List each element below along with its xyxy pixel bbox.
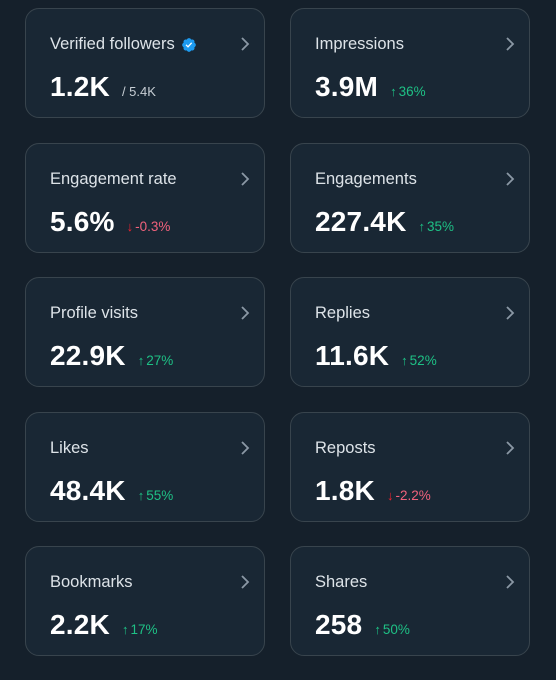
card-label: Verified followers [50, 35, 175, 53]
arrow-up-icon: ↑ [401, 353, 408, 368]
card-engagement-rate[interactable]: Engagement rate 5.6% ↓ -0.3% [25, 143, 265, 253]
metric-value: 1.8K [315, 475, 375, 506]
change-percent: 50% [382, 622, 410, 637]
card-shares[interactable]: Shares 258 ↑ 50% [290, 546, 530, 656]
card-label: Profile visits [50, 304, 139, 322]
card-label-wrap: Bookmarks [50, 573, 133, 592]
card-label: Bookmarks [50, 573, 133, 591]
change-indicator: ↑ 27% [138, 353, 174, 368]
card-label-wrap: Verified followers [50, 35, 197, 54]
card-label: Replies [315, 304, 371, 322]
change-indicator: ↑ 17% [122, 622, 158, 637]
change-percent: 55% [146, 488, 174, 503]
chevron-right-icon[interactable] [238, 573, 252, 591]
chevron-right-icon[interactable] [238, 35, 252, 53]
value-row: 22.9K ↑ 27% [50, 340, 173, 372]
card-label: Likes [50, 439, 89, 457]
change-indicator: ↓ -2.2% [387, 488, 431, 503]
card-label-wrap: Reposts [315, 439, 376, 458]
total-followers: / 5.4K [121, 84, 156, 99]
card-label-wrap: Likes [50, 439, 89, 458]
card-profile-visits[interactable]: Profile visits 22.9K ↑ 27% [25, 277, 265, 387]
card-label-wrap: Engagements [315, 170, 417, 189]
metric-value: 22.9K [50, 340, 126, 371]
chevron-right-icon[interactable] [503, 170, 517, 188]
card-reposts[interactable]: Reposts 1.8K ↓ -2.2% [290, 412, 530, 522]
change-indicator: ↑ 52% [401, 353, 437, 368]
change-indicator: ↑ 50% [374, 622, 410, 637]
change-percent: -2.2% [395, 488, 431, 503]
change-indicator: ↑ 35% [419, 219, 455, 234]
value-row: 227.4K ↑ 35% [315, 206, 454, 238]
arrow-up-icon: ↑ [374, 622, 381, 637]
card-label-wrap: Impressions [315, 35, 404, 54]
card-verified-followers[interactable]: Verified followers 1.2K / 5.4K [25, 8, 265, 118]
change-indicator: ↑ 55% [138, 488, 174, 503]
arrow-up-icon: ↑ [121, 622, 129, 637]
card-label-wrap: Shares [315, 573, 367, 592]
arrow-up-icon: ↑ [137, 488, 145, 503]
card-replies[interactable]: Replies 11.6K ↑ 52% [290, 277, 530, 387]
chevron-right-icon[interactable] [503, 573, 517, 591]
metric-value: 258 [315, 609, 363, 640]
card-likes[interactable]: Likes 48.4K ↑ 55% [25, 412, 265, 522]
arrow-down-icon: ↓ [126, 219, 134, 234]
chevron-right-icon[interactable] [503, 439, 517, 457]
card-label: Engagement rate [50, 170, 177, 188]
metric-value: 5.6% [50, 206, 115, 237]
arrow-up-icon: ↑ [390, 84, 397, 99]
value-row: 3.9M ↑ 36% [315, 71, 426, 103]
value-row: 1.8K ↓ -2.2% [315, 475, 431, 507]
chevron-right-icon[interactable] [238, 304, 252, 322]
change-indicator: ↑ 36% [390, 84, 426, 99]
change-percent: 36% [398, 84, 426, 99]
arrow-up-icon: ↑ [418, 219, 426, 234]
chevron-right-icon[interactable] [238, 439, 252, 457]
change-percent: 17% [130, 622, 158, 637]
verified-badge-icon [181, 37, 196, 52]
value-row: 2.2K ↑ 17% [50, 609, 157, 641]
metric-value: 48.4K [50, 475, 126, 506]
metric-value: 1.2K [50, 71, 110, 102]
metric-value: 3.9M [315, 71, 379, 102]
change-percent: 27% [146, 353, 174, 368]
card-engagements[interactable]: Engagements 227.4K ↑ 35% [290, 143, 530, 253]
metric-value: 2.2K [50, 609, 110, 640]
chevron-right-icon[interactable] [238, 170, 252, 188]
arrow-down-icon: ↓ [386, 488, 394, 503]
card-label-wrap: Engagement rate [50, 170, 177, 189]
card-impressions[interactable]: Impressions 3.9M ↑ 36% [290, 8, 530, 118]
change-indicator: ↓ -0.3% [127, 219, 171, 234]
metric-value: 11.6K [315, 340, 390, 371]
arrow-up-icon: ↑ [137, 353, 145, 368]
change-percent: 35% [427, 219, 455, 234]
chevron-right-icon[interactable] [503, 35, 517, 53]
chevron-right-icon[interactable] [503, 304, 517, 322]
value-row: 11.6K ↑ 52% [315, 340, 437, 372]
card-label-wrap: Replies [315, 304, 370, 323]
card-label-wrap: Profile visits [50, 304, 138, 323]
value-row: 5.6% ↓ -0.3% [50, 206, 170, 238]
value-row: 258 ↑ 50% [315, 609, 410, 641]
card-label: Impressions [315, 35, 404, 53]
card-label: Reposts [315, 439, 376, 457]
metric-value: 227.4K [315, 206, 407, 237]
value-row: 48.4K ↑ 55% [50, 475, 173, 507]
card-label: Shares [315, 573, 368, 591]
change-percent: 52% [409, 353, 437, 368]
change-percent: -0.3% [135, 219, 171, 234]
card-bookmarks[interactable]: Bookmarks 2.2K ↑ 17% [25, 546, 265, 656]
value-row: 1.2K / 5.4K [50, 71, 156, 103]
card-label: Engagements [315, 170, 417, 188]
